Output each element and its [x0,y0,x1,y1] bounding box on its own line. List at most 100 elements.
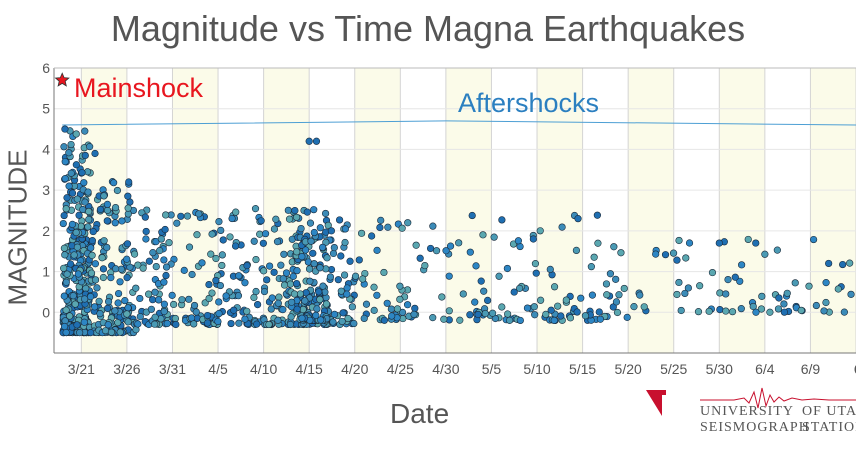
aftershock-point [652,250,660,258]
aftershock-point [684,284,692,292]
shaded-date-band [628,68,674,353]
aftershock-point [251,205,260,213]
aftershock-point [355,256,363,264]
aftershock-point [822,298,830,307]
aftershock-point [775,294,783,302]
aftershock-point [66,260,75,268]
aftershock-point [438,293,446,301]
aftershock-point [215,309,223,318]
aftershock-point-notable [91,149,99,158]
aftershock-point [107,274,115,282]
aftershock-point [228,214,236,223]
aftershock-point [149,249,157,257]
aftershock-point [398,224,406,232]
seismogram-logo-graphic [646,387,856,416]
y-tick-label: 2 [42,223,50,239]
aftershock-point [59,219,67,228]
aftershock-point [73,195,81,203]
aftershock-point [226,233,234,241]
aftershock-point [758,292,766,300]
x-tick-label: 5/5 [482,361,502,377]
aftershock-point [310,228,318,237]
aftershock-point [88,251,96,259]
aftershock-point [113,186,122,195]
aftershock-point [152,262,160,271]
aftershock-point [572,246,581,255]
aftershock-point [479,231,487,239]
aftershock-point [481,309,489,318]
aftershock-point [250,293,258,302]
aftershock-point [156,247,164,255]
aftershocks-label: Aftershocks [458,88,599,118]
aftershock-point [531,260,540,268]
aftershock-point [446,242,455,250]
aftershock-point-notable [752,239,760,247]
aftershock-point [99,265,108,273]
aftershock-point [327,227,335,235]
aftershock-point [334,276,342,284]
aftershock-point [87,293,95,301]
aftershock-point [416,254,424,262]
aftershock-point [192,308,200,316]
aftershock-point [165,239,173,247]
aftershock-point [373,246,381,254]
aftershock-point [303,208,311,216]
aftershock-point [103,217,111,225]
aftershock-point [87,269,96,277]
x-tick-label: 5/25 [660,361,687,377]
aftershock-point [68,189,77,197]
aftershock-point [368,232,376,240]
u-logo-mark [646,390,666,416]
aftershock-point [685,239,694,247]
aftershock-point [577,294,585,302]
aftershock-point [73,243,82,251]
aftershock-point [728,308,737,316]
aftershock-point [410,310,418,318]
aftershock-point [185,243,194,251]
y-tick-label: 1 [42,264,50,280]
aftershock-point [515,284,524,292]
aftershock-point [66,312,74,320]
aftershock-point [72,130,80,138]
aftershock-point [466,248,474,256]
aftershock-point [322,238,330,246]
aftershock-point [124,304,132,312]
aftershock-point [286,320,295,329]
aftershock-point [96,310,104,318]
aftershock-point [301,246,310,254]
aftershock-point [243,262,251,270]
aftershock-point [472,262,480,270]
aftershock-point [603,291,611,299]
aftershock-point [274,316,282,324]
aftershock-point [847,290,855,298]
y-tick-label: 6 [42,60,50,76]
aftershock-point [87,244,95,252]
aftershock-point [530,303,538,311]
x-tick-label: 4/10 [250,361,277,377]
x-tick-label: 3/26 [113,361,140,377]
aftershock-trend-line [62,120,856,126]
aftershock-point [149,296,157,304]
aftershock-point [317,316,325,324]
aftershock-point [208,230,216,238]
aftershock-point [380,268,388,277]
aftershock-point [111,203,120,212]
aftershock-point [104,321,112,329]
aftershock-point [241,315,249,323]
aftershock-point [773,246,781,254]
aftershock-point [393,305,402,313]
aftershock-point [282,269,291,277]
aftershock-point [323,254,331,262]
aftershock-point [73,321,81,329]
aftershock-point [95,297,103,305]
y-tick-label: 4 [42,141,50,157]
x-axis-label: Date [390,398,450,429]
aftershock-point [774,305,783,313]
aftershock-point [298,314,306,322]
aftershock-point [88,237,96,245]
aftershock-point [506,316,514,324]
aftershock-point [330,310,339,318]
aftershock-point [694,308,703,316]
aftershock-point [399,314,407,323]
aftershock-point [298,253,306,261]
